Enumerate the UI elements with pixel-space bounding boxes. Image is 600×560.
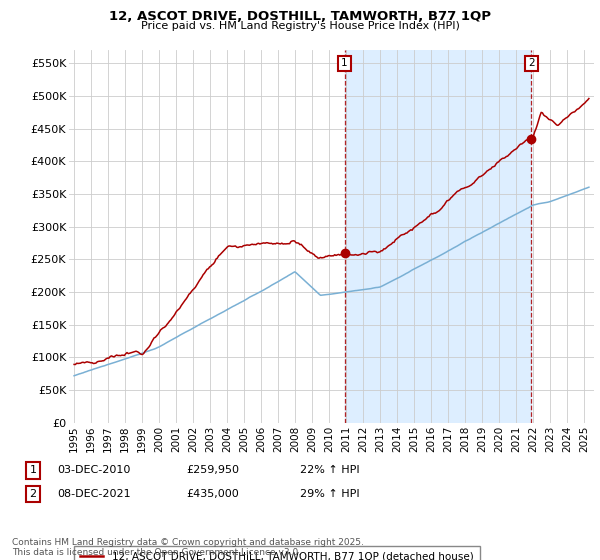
Text: Price paid vs. HM Land Registry's House Price Index (HPI): Price paid vs. HM Land Registry's House … [140,21,460,31]
Bar [344,50,532,423]
Text: 12, ASCOT DRIVE, DOSTHILL, TAMWORTH, B77 1QP: 12, ASCOT DRIVE, DOSTHILL, TAMWORTH, B77… [109,10,491,23]
Text: 2: 2 [528,58,535,68]
Text: 08-DEC-2021: 08-DEC-2021 [57,489,131,499]
Text: £435,000: £435,000 [186,489,239,499]
Legend: 12, ASCOT DRIVE, DOSTHILL, TAMWORTH, B77 1QP (detached house), HPI: Average pric: 12, ASCOT DRIVE, DOSTHILL, TAMWORTH, B77… [74,545,480,560]
Text: 22% ↑ HPI: 22% ↑ HPI [300,465,359,475]
Text: Contains HM Land Registry data © Crown copyright and database right 2025.
This d: Contains HM Land Registry data © Crown c… [12,538,364,557]
Text: 2: 2 [29,489,37,499]
Text: 1: 1 [341,58,348,68]
Text: 1: 1 [29,465,37,475]
Text: 29% ↑ HPI: 29% ↑ HPI [300,489,359,499]
Text: 03-DEC-2010: 03-DEC-2010 [57,465,130,475]
Text: £259,950: £259,950 [186,465,239,475]
